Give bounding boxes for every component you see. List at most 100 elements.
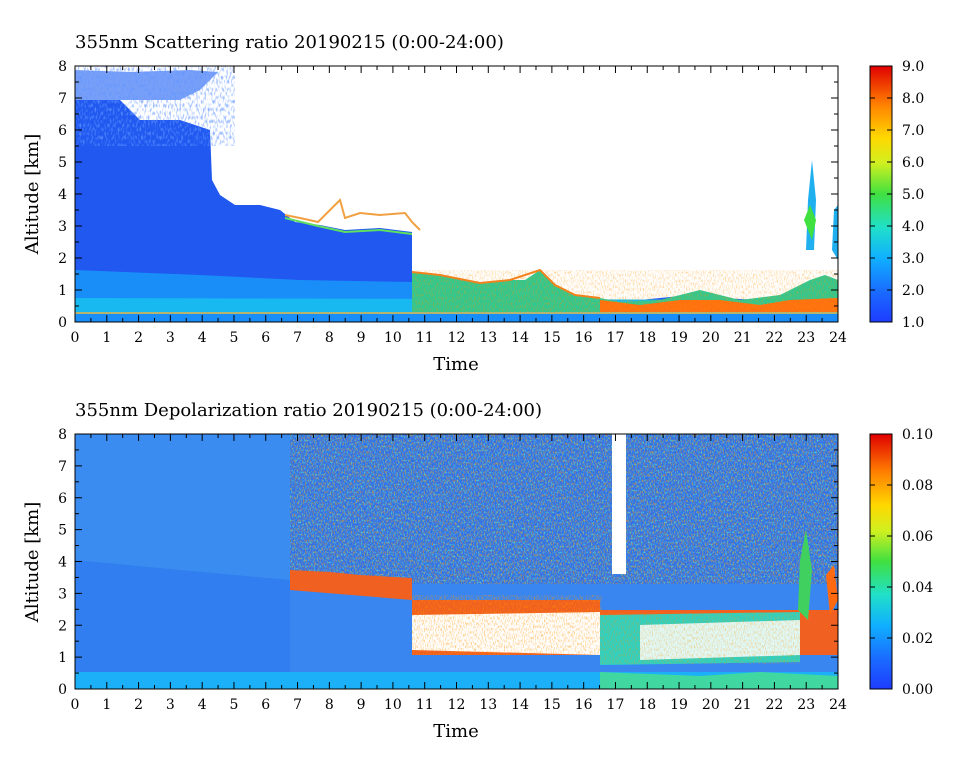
y-tick-label: 5 bbox=[58, 155, 67, 171]
x-tick-label: 21 bbox=[734, 697, 752, 713]
x-tick-label: 12 bbox=[448, 330, 466, 346]
depolarization-axes: 0 1 2 3 4 5 6 7 8 9 10 11 12 13 14 15 16 17 18 19 20 21 22 23 24… bbox=[58, 427, 847, 713]
x-tick-label: 1 bbox=[102, 697, 111, 713]
x-tick-label: 9 bbox=[357, 330, 366, 346]
y-tick-label: 8 bbox=[58, 59, 67, 75]
y-tick-label: 3 bbox=[58, 586, 67, 602]
colorbar-tick-label: 9.0 bbox=[902, 59, 924, 75]
x-tick-label: 5 bbox=[229, 330, 238, 346]
scattering-heatmap bbox=[75, 66, 838, 322]
colorbar-tick-label: 3.0 bbox=[902, 251, 924, 267]
x-tick-label: 13 bbox=[479, 330, 497, 346]
x-tick-label: 17 bbox=[607, 697, 625, 713]
colorbar-tick-label: 0.10 bbox=[902, 427, 933, 443]
depolarization-heatmap bbox=[75, 434, 838, 689]
x-tick-label: 0 bbox=[71, 697, 80, 713]
x-tick-label: 24 bbox=[829, 697, 847, 713]
colorbar-tick-label: 6.0 bbox=[902, 155, 924, 171]
x-tick-label: 2 bbox=[134, 330, 143, 346]
y-tick-label: 1 bbox=[58, 650, 67, 666]
cloud-top-edge bbox=[284, 198, 421, 231]
x-tick-label: 13 bbox=[479, 697, 497, 713]
y-tick-label: 6 bbox=[58, 123, 67, 139]
x-tick-label: 0 bbox=[71, 330, 80, 346]
x-tick-label: 5 bbox=[229, 697, 238, 713]
x-tick-label: 14 bbox=[511, 330, 529, 346]
x-tick-label: 1 bbox=[102, 330, 111, 346]
x-tick-label: 15 bbox=[543, 697, 561, 713]
x-tick-label: 8 bbox=[325, 330, 334, 346]
x-tick-label: 20 bbox=[702, 697, 720, 713]
x-tick-label: 12 bbox=[448, 697, 466, 713]
x-tick-label: 7 bbox=[293, 330, 302, 346]
y-tick-label: 0 bbox=[58, 315, 67, 331]
y-tick-label: 1 bbox=[58, 283, 67, 299]
x-tick-label: 17 bbox=[607, 330, 625, 346]
x-tick-label: 2 bbox=[134, 697, 143, 713]
x-tick-label: 14 bbox=[511, 697, 529, 713]
y-tick-label: 2 bbox=[58, 618, 67, 634]
colorbar bbox=[869, 433, 893, 690]
x-tick-label: 3 bbox=[166, 697, 175, 713]
x-tick-label: 3 bbox=[166, 330, 175, 346]
x-tick-label: 23 bbox=[797, 330, 815, 346]
x-tick-label: 18 bbox=[638, 330, 656, 346]
x-tick-label: 22 bbox=[766, 697, 784, 713]
x-tick-label: 10 bbox=[384, 330, 402, 346]
x-tick-label: 16 bbox=[575, 697, 593, 713]
chart-title: 355nm Depolarization ratio 20190215 (0:0… bbox=[75, 400, 542, 421]
y-axis-label: Altitude [km] bbox=[22, 502, 43, 624]
y-tick-label: 7 bbox=[58, 459, 67, 475]
y-tick-label: 4 bbox=[58, 555, 67, 571]
x-tick-label: 21 bbox=[734, 330, 752, 346]
aerosol-band bbox=[75, 560, 290, 689]
y-axis-label: Altitude [km] bbox=[22, 134, 43, 256]
x-tick-label: 15 bbox=[543, 330, 561, 346]
x-axis-label: Time bbox=[433, 354, 478, 375]
x-tick-label: 18 bbox=[638, 697, 656, 713]
aerosol-layer bbox=[75, 100, 838, 322]
colorbar-tick-label: 5.0 bbox=[902, 187, 924, 203]
missing-data-column bbox=[612, 434, 626, 574]
x-tick-label: 24 bbox=[829, 330, 847, 346]
colorbar-tick-label: 0.08 bbox=[902, 478, 933, 494]
y-tick-label: 4 bbox=[58, 187, 67, 203]
y-tick-label: 7 bbox=[58, 91, 67, 107]
x-tick-label: 10 bbox=[384, 697, 402, 713]
x-tick-label: 23 bbox=[797, 697, 815, 713]
x-tick-label: 16 bbox=[575, 330, 593, 346]
colorbar-tick-label: 0.04 bbox=[902, 580, 933, 596]
x-tick-label: 4 bbox=[198, 697, 207, 713]
y-tick-label: 5 bbox=[58, 523, 67, 539]
colorbar-tick-label: 4.0 bbox=[902, 219, 924, 235]
y-tick-label: 3 bbox=[58, 219, 67, 235]
x-tick-label: 22 bbox=[766, 330, 784, 346]
colorbar-tick-label: 8.0 bbox=[902, 91, 924, 107]
x-tick-label: 20 bbox=[702, 330, 720, 346]
scattering-axes: 0 1 2 3 4 5 6 7 8 9 10 11 12 13 14 15 16 17 18 19 20 21 22 23 24… bbox=[58, 59, 847, 346]
colorbar-tick-label: 0.00 bbox=[902, 682, 933, 698]
x-tick-label: 6 bbox=[261, 697, 270, 713]
plume bbox=[798, 530, 812, 620]
chart-title: 355nm Scattering ratio 20190215 (0:00-24… bbox=[75, 32, 504, 53]
colorbar-tick-label: 7.0 bbox=[902, 123, 924, 139]
colorbar-ticks: 0.00 0.02 0.04 0.06 0.08 0.10 bbox=[870, 427, 933, 698]
x-axis-label: Time bbox=[433, 721, 478, 742]
x-tick-label: 19 bbox=[670, 697, 688, 713]
x-tick-label: 19 bbox=[670, 330, 688, 346]
colorbar-tick-label: 1.0 bbox=[902, 315, 924, 331]
x-tick-label: 9 bbox=[357, 697, 366, 713]
colorbar-tick-label: 0.06 bbox=[902, 529, 933, 545]
x-tick-label: 11 bbox=[416, 697, 434, 713]
x-tick-label: 4 bbox=[198, 330, 207, 346]
y-tick-label: 2 bbox=[58, 251, 67, 267]
y-tick-label: 0 bbox=[58, 682, 67, 698]
x-tick-label: 11 bbox=[416, 330, 434, 346]
scattering-ratio-panel: 355nm Scattering ratio 20190215 (0:00-24… bbox=[22, 32, 924, 375]
y-tick-label: 8 bbox=[58, 427, 67, 443]
y-tick-label: 6 bbox=[58, 491, 67, 507]
colorbar-tick-label: 2.0 bbox=[902, 283, 924, 299]
x-tick-label: 7 bbox=[293, 697, 302, 713]
x-tick-label: 6 bbox=[261, 330, 270, 346]
